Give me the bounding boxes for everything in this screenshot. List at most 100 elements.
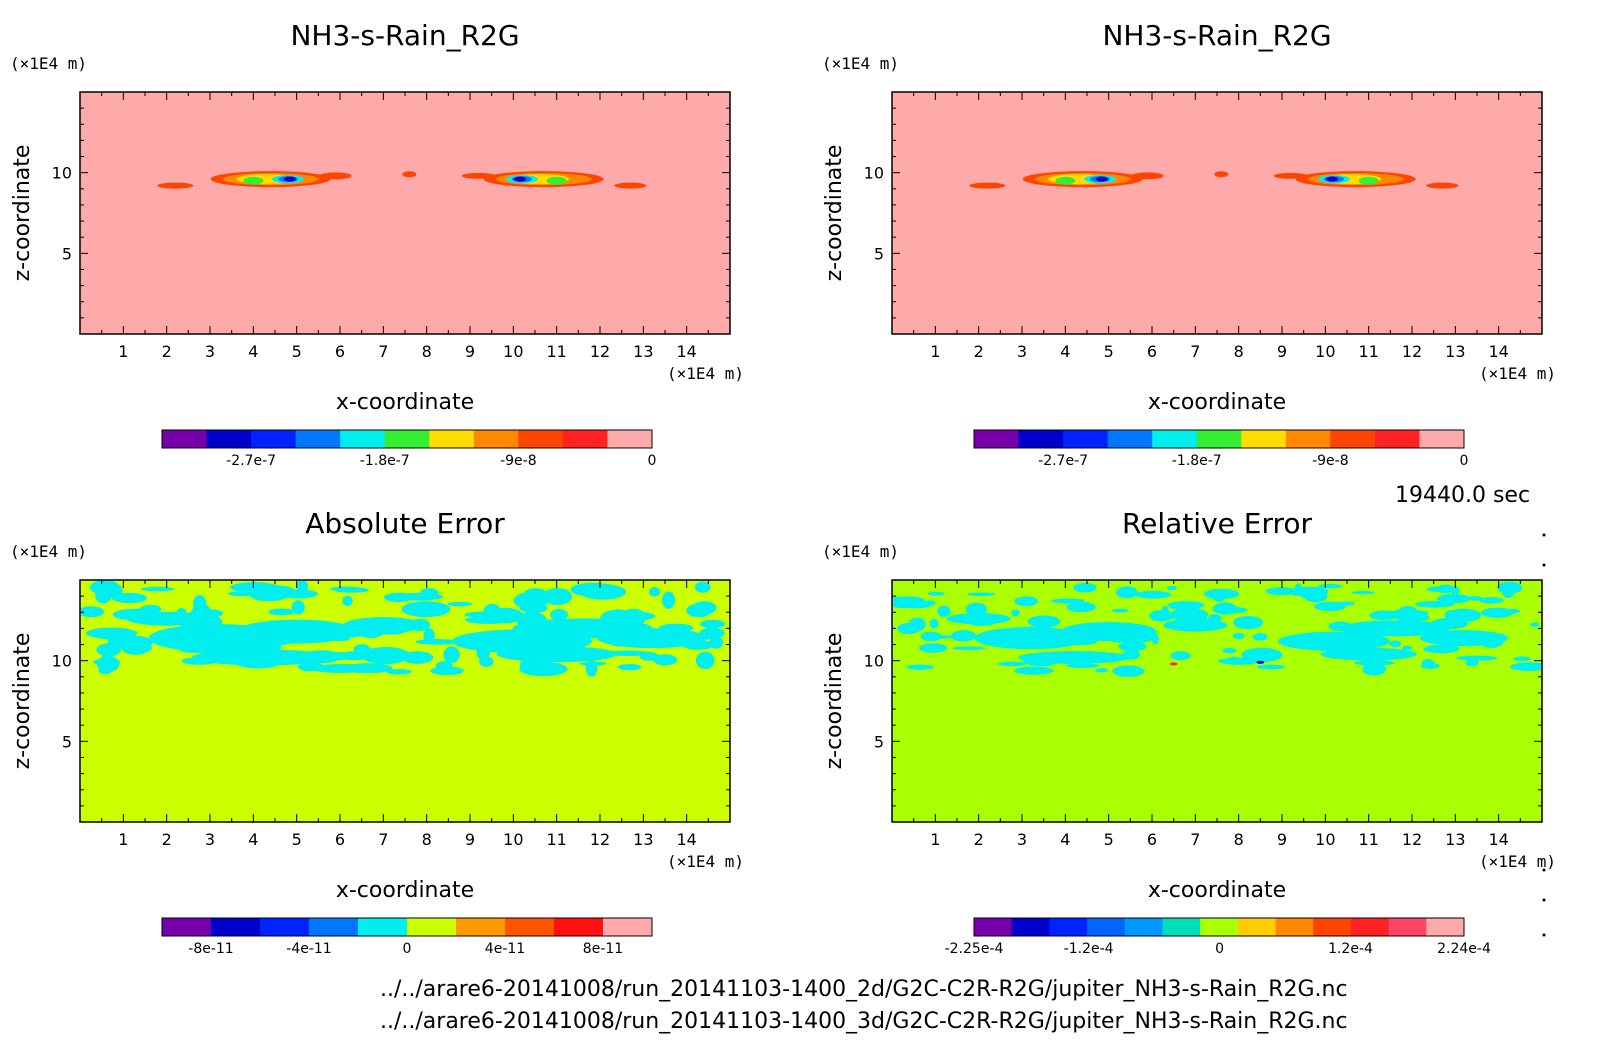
x-tick-label: 11 [1358, 830, 1378, 849]
colorbar-swatch [1049, 918, 1088, 936]
error-patch [1362, 662, 1387, 676]
error-patch [481, 612, 529, 620]
colorbar-frame [161, 429, 653, 449]
error-patch [1530, 622, 1540, 627]
x-tick-label: 3 [205, 342, 215, 361]
x-tick-label: 6 [1147, 830, 1157, 849]
error-patch [1211, 606, 1248, 614]
error-patch [342, 663, 393, 674]
error-patch [207, 650, 216, 660]
error-patch [86, 627, 138, 639]
colorbar-frame [973, 917, 1465, 937]
colorbar-label: -9e-8 [500, 453, 537, 469]
error-patch [1353, 632, 1377, 638]
error-patch [1438, 633, 1456, 647]
rain-cluster [1358, 176, 1379, 185]
x-tick-label: 12 [1402, 342, 1422, 361]
colorbar: -2.25e-4 -1.2e-4 0 1.2e-4 2.24e-4 [945, 917, 1491, 957]
error-patch [1095, 668, 1109, 673]
error-patch [1401, 645, 1413, 651]
error-patch [324, 624, 370, 638]
error-patch [1387, 609, 1429, 618]
colorbar-swatch [1388, 918, 1427, 936]
colorbar-label: 0 [403, 941, 412, 957]
error-patch [1426, 586, 1448, 592]
error-patch [1510, 662, 1542, 672]
x-tick-label: 11 [546, 830, 566, 849]
field-features [892, 581, 1542, 677]
error-patch [950, 630, 976, 642]
error-patch [699, 619, 726, 629]
colorbar-swatch [429, 430, 475, 448]
error-patch [1421, 658, 1435, 668]
error-patch [699, 627, 725, 639]
error-patch [1073, 582, 1097, 593]
error-patch [617, 663, 642, 671]
colorbar-swatch [1275, 918, 1314, 936]
x-axis-label: x-coordinate [336, 390, 474, 415]
error-patch [1480, 607, 1514, 618]
chart-title: NH3-s-Rain_R2G [290, 19, 519, 52]
error-patch [1423, 644, 1460, 654]
y-axis-label: z-coordinate [822, 633, 847, 770]
error-patch [1170, 651, 1191, 661]
error-patch [648, 587, 661, 597]
error-patch [360, 647, 411, 665]
x-tick-label: 4 [1060, 342, 1070, 361]
error-patch [329, 586, 363, 592]
error-patch [695, 651, 715, 670]
y-unit-label: (×1E4 m) [822, 542, 899, 561]
error-patch [570, 582, 614, 597]
rain-cluster [284, 176, 297, 182]
colorbar-swatch [1237, 918, 1277, 936]
error-patch [251, 641, 282, 653]
x-tick-label: 4 [248, 830, 258, 849]
error-patch [906, 664, 934, 670]
x-axis-label: x-coordinate [1148, 878, 1286, 903]
error-patch [519, 661, 568, 677]
error-patch [479, 656, 494, 667]
error-patch [1300, 590, 1324, 600]
error-patch [1502, 586, 1515, 599]
error-patch [141, 586, 175, 592]
colorbar-swatch [1374, 430, 1420, 448]
error-patch [542, 588, 573, 606]
error-patch [919, 643, 948, 653]
error-patch [176, 608, 187, 618]
x-axis-label: x-coordinate [1148, 390, 1286, 415]
error-patch [1232, 615, 1264, 630]
rain-cluster [546, 176, 567, 185]
error-patch [1389, 640, 1402, 648]
x-tick-label: 1 [930, 830, 940, 849]
error-patch [301, 650, 342, 664]
y-unit-label: (×1E4 m) [10, 542, 87, 561]
error-patch [965, 602, 988, 616]
error-patch [1151, 633, 1159, 645]
x-tick-label: 9 [465, 830, 475, 849]
file-path-3d: ../../arare6-20141008/run_20141103-1400_… [380, 1009, 1348, 1034]
x-tick-label: 13 [1445, 830, 1465, 849]
x-tick-label: 9 [1277, 830, 1287, 849]
error-patch [1027, 615, 1061, 628]
error-patch [1377, 624, 1417, 635]
error-patch [443, 646, 460, 663]
x-unit-label: (×1E4 m) [1479, 364, 1556, 383]
colorbar-label: -2.7e-7 [1038, 453, 1088, 469]
x-tick-label: 1 [118, 830, 128, 849]
colorbar-label: -8e-11 [188, 941, 233, 957]
error-patch [435, 660, 453, 671]
error-patch [937, 605, 951, 618]
error-patch [401, 601, 451, 618]
colorbar-swatch [1162, 918, 1201, 936]
colorbar-label: -2.7e-7 [226, 453, 276, 469]
colorbar-label: 0 [1460, 453, 1469, 469]
error-spot [1256, 660, 1265, 664]
x-tick-label: 8 [1234, 342, 1244, 361]
error-patch [1337, 601, 1355, 606]
margin-dot [1542, 533, 1546, 537]
colorbar-swatch [1200, 918, 1239, 936]
colorbar-swatch [295, 430, 341, 448]
colorbar-swatch [251, 430, 297, 448]
error-patch [1334, 646, 1372, 660]
